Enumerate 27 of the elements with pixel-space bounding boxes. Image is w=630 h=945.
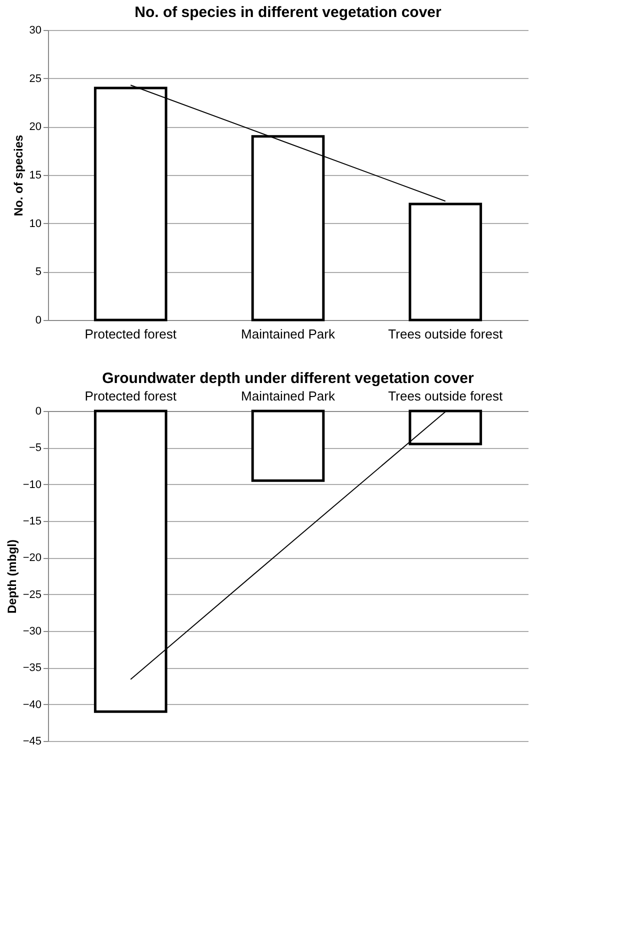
x-tick-label: Maintained Park	[241, 388, 336, 404]
chart-title: Groundwater depth under different vegetation cover	[102, 370, 474, 387]
x-tick-label: Protected forest	[84, 388, 177, 404]
y-tick-label: −40	[22, 698, 42, 711]
y-tick-label: 20	[29, 121, 42, 134]
x-tick-label: Maintained Park	[241, 326, 336, 342]
y-tick-label: 5	[35, 266, 42, 278]
y-axis-title: Depth (mbgl)	[4, 540, 19, 614]
y-tick-label: −35	[22, 662, 42, 674]
y-tick-label: −15	[22, 516, 42, 528]
chart-title: No. of species in different vegetation cover	[134, 4, 442, 21]
y-tick-label: 30	[29, 24, 42, 36]
y-tick-label: 15	[29, 170, 42, 182]
y-tick-label: 0	[35, 406, 42, 418]
y-tick-label: 25	[29, 72, 42, 85]
y-tick-label: −20	[22, 552, 42, 564]
y-tick-label: 0	[35, 314, 42, 326]
y-tick-label: −45	[22, 736, 42, 748]
y-tick-label: 10	[29, 218, 42, 230]
x-tick-label: Protected forest	[84, 326, 177, 342]
y-tick-label: −30	[22, 626, 42, 638]
y-tick-label: −5	[28, 442, 42, 454]
x-tick-label: Trees outside forest	[388, 326, 503, 342]
y-axis-title: No. of species	[11, 134, 26, 216]
x-tick-label: Trees outside forest	[388, 388, 503, 404]
y-tick-label: −10	[22, 478, 42, 491]
y-tick-label: −25	[22, 588, 42, 601]
